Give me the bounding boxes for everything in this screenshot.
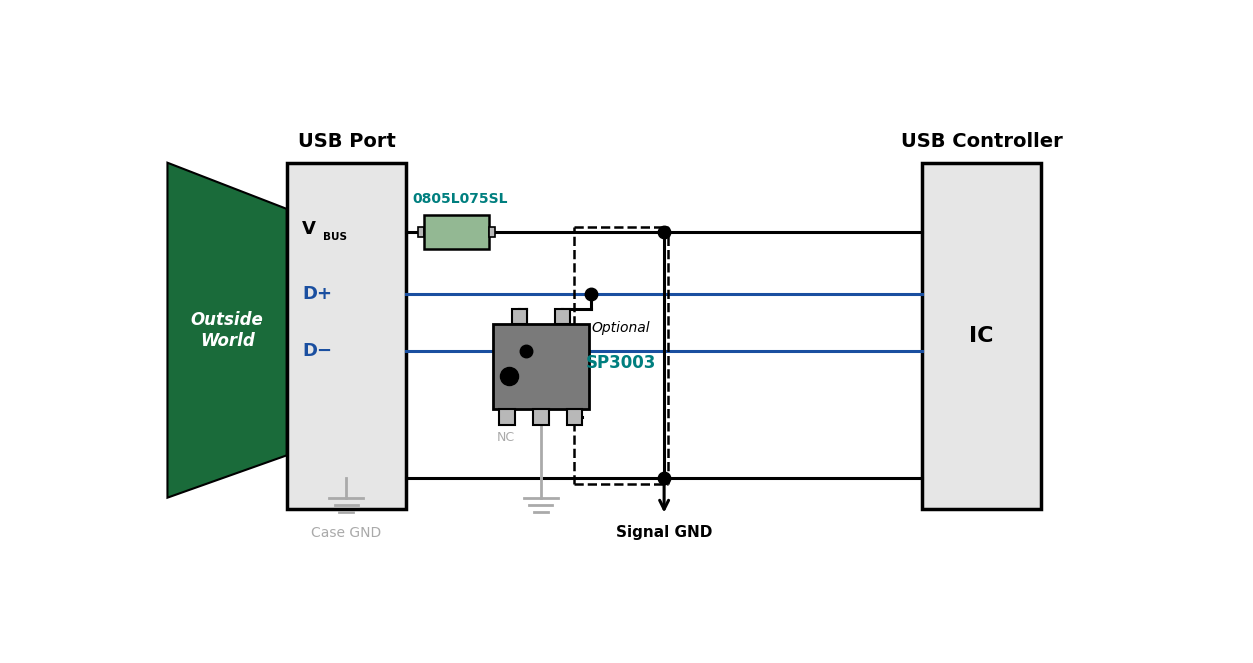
- FancyBboxPatch shape: [555, 309, 570, 324]
- FancyBboxPatch shape: [922, 162, 1041, 509]
- Text: Optional: Optional: [591, 322, 650, 335]
- FancyBboxPatch shape: [511, 309, 528, 324]
- FancyBboxPatch shape: [287, 162, 406, 509]
- Text: SP3003: SP3003: [586, 354, 657, 372]
- Text: USB Port: USB Port: [297, 132, 396, 151]
- Text: Signal GND: Signal GND: [616, 524, 712, 540]
- Text: 0805L075SL: 0805L075SL: [412, 192, 507, 206]
- FancyBboxPatch shape: [417, 227, 424, 237]
- Text: Outside
World: Outside World: [190, 311, 263, 349]
- Polygon shape: [168, 162, 287, 498]
- Text: NC: NC: [497, 431, 515, 444]
- FancyBboxPatch shape: [534, 409, 549, 424]
- Text: Case GND: Case GND: [311, 526, 381, 540]
- FancyBboxPatch shape: [494, 324, 589, 409]
- Text: USB Controller: USB Controller: [901, 132, 1063, 151]
- Text: D+: D+: [302, 284, 332, 302]
- FancyBboxPatch shape: [568, 409, 583, 424]
- Text: BUS: BUS: [323, 233, 347, 243]
- FancyBboxPatch shape: [424, 215, 489, 249]
- Text: V: V: [302, 220, 316, 238]
- FancyBboxPatch shape: [489, 227, 495, 237]
- FancyBboxPatch shape: [500, 409, 515, 424]
- Text: IC: IC: [970, 326, 994, 346]
- Text: D−: D−: [302, 342, 332, 361]
